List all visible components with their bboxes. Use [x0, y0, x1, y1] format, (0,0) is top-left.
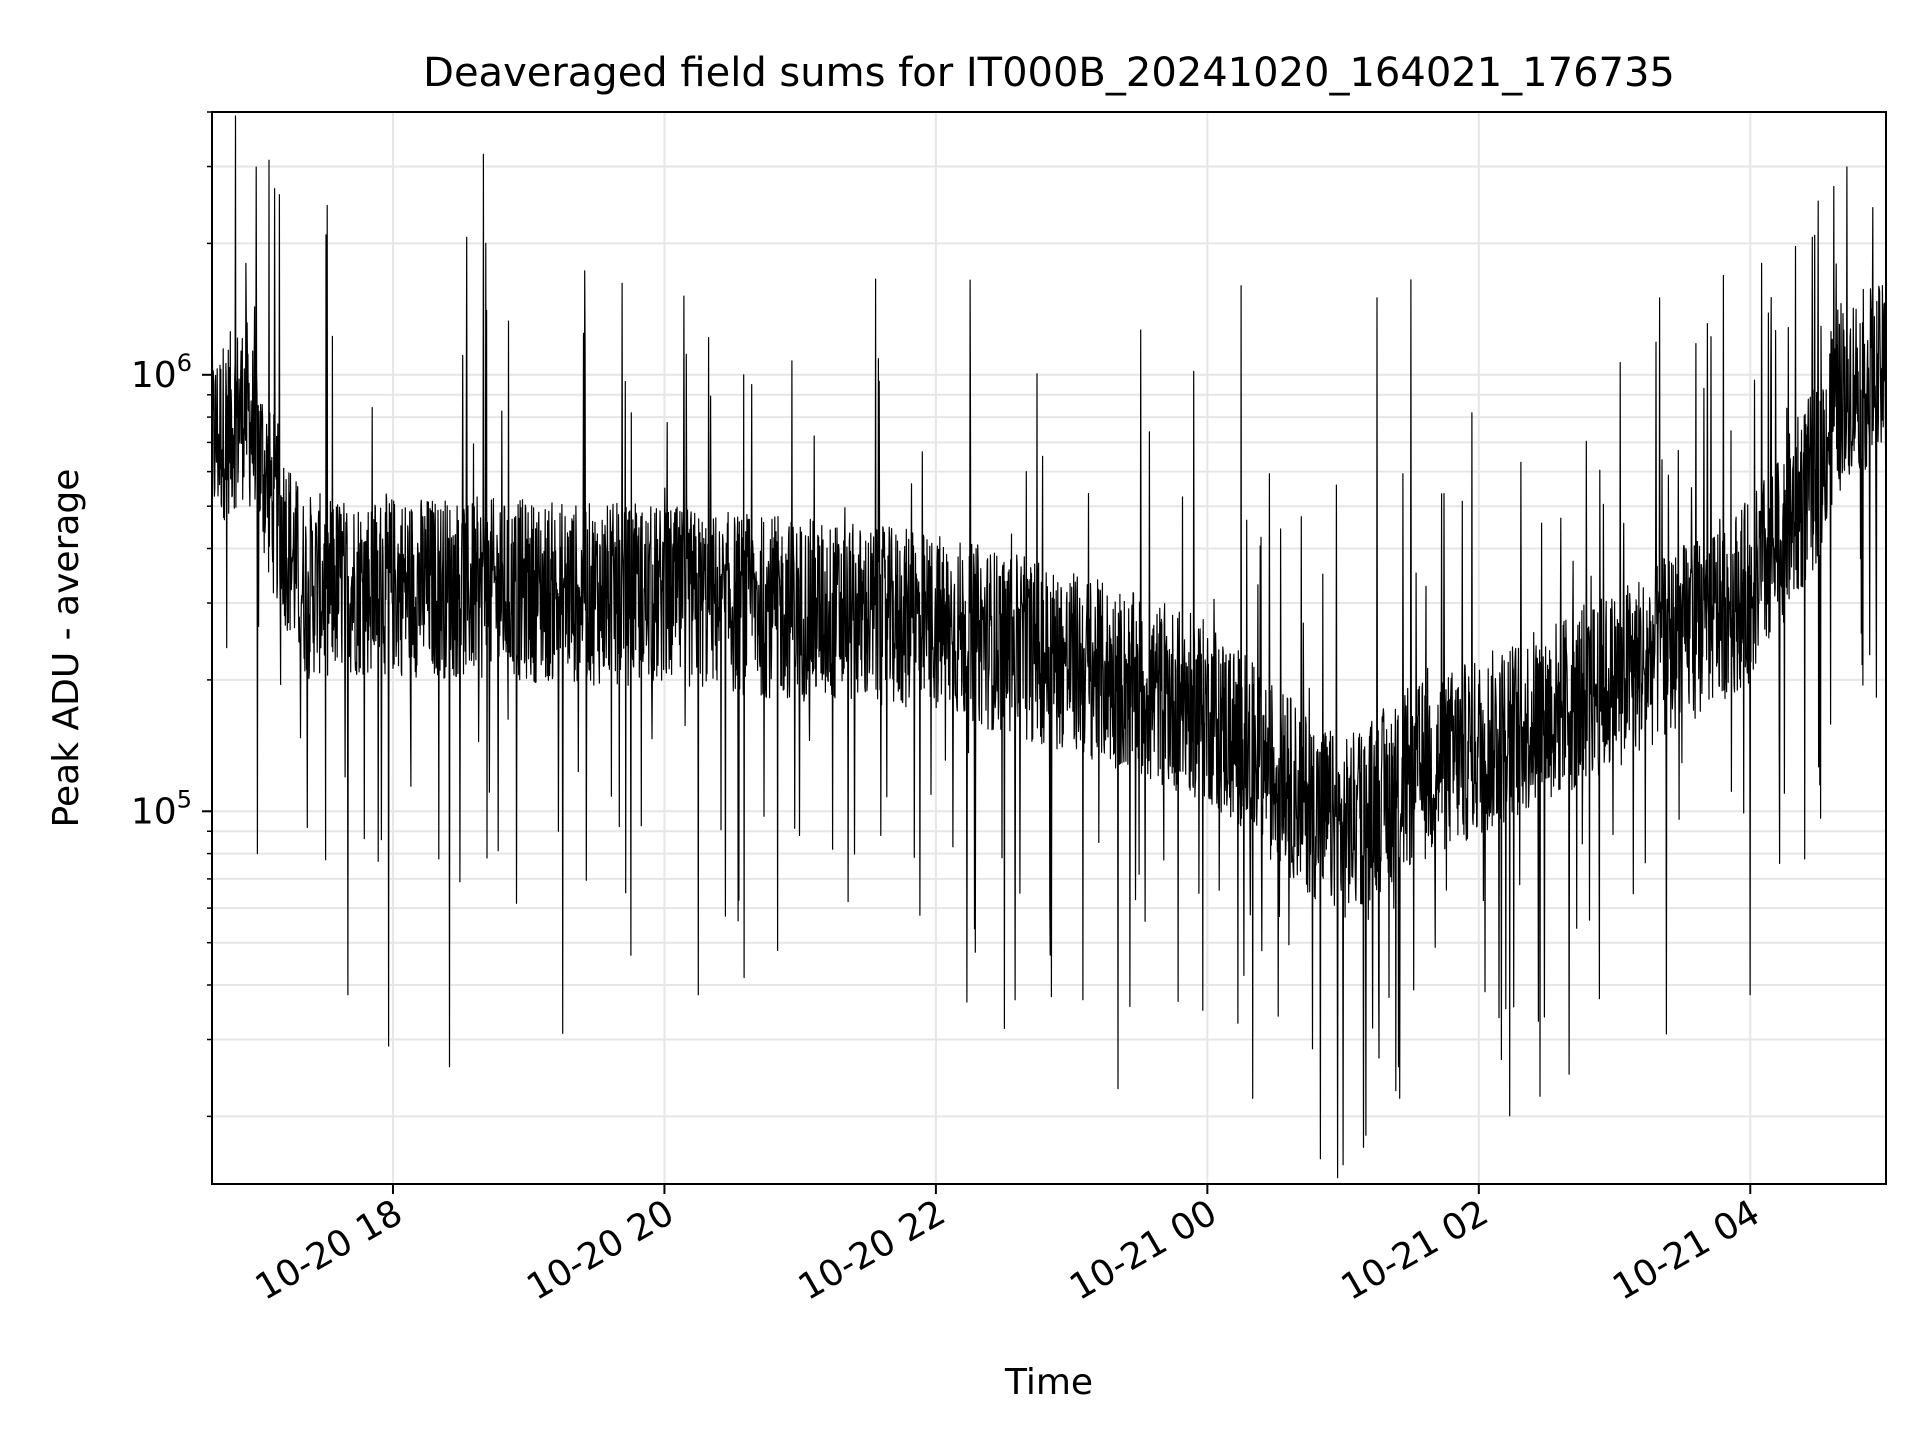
y-tick-label: 105: [131, 785, 192, 832]
x-axis-label: Time: [1004, 1362, 1093, 1403]
plot-frame: [211, 111, 1887, 1185]
y-axis-label: Peak ADU - average: [46, 469, 87, 828]
series-line: [212, 115, 1886, 1179]
y-tick-label: 106: [131, 349, 192, 396]
chart-title: Deaveraged field sums for IT000B_2024102…: [423, 50, 1675, 96]
